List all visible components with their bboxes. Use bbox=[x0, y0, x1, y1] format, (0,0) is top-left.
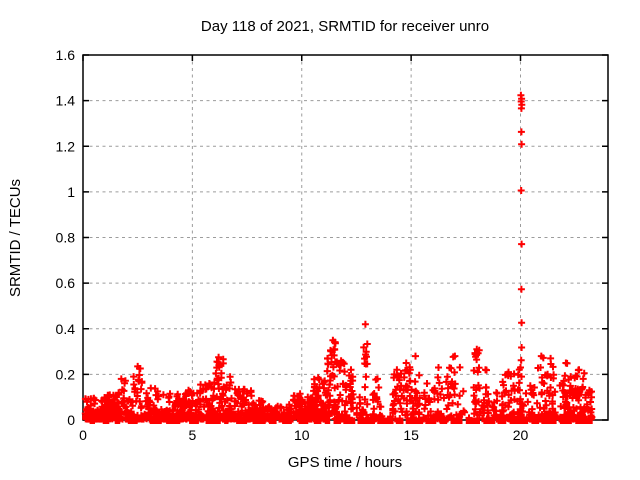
data-points bbox=[81, 91, 596, 423]
x-tick-label: 0 bbox=[79, 427, 87, 443]
y-tick-label: 0.4 bbox=[56, 321, 76, 337]
x-tick-labels: 0 5 10 15 20 bbox=[79, 427, 528, 443]
y-tick-label: 0 bbox=[67, 412, 75, 428]
y-tick-label: 1.6 bbox=[56, 47, 76, 63]
y-tick-label: 0.8 bbox=[56, 230, 76, 246]
x-tick-label: 10 bbox=[294, 427, 310, 443]
x-tick-label: 5 bbox=[188, 427, 196, 443]
y-tick-label: 0.2 bbox=[56, 366, 76, 382]
x-tick-label: 20 bbox=[513, 427, 529, 443]
x-tick-label: 15 bbox=[403, 427, 419, 443]
y-tick-label: 1.2 bbox=[56, 138, 76, 154]
y-tick-labels: 0 0.2 0.4 0.6 0.8 1 1.2 1.4 1.6 bbox=[56, 47, 76, 428]
scatter-markers-path bbox=[81, 91, 596, 423]
y-axis-label: SRMTID / TECUs bbox=[7, 179, 24, 297]
x-axis-label: GPS time / hours bbox=[288, 454, 402, 471]
y-tick-label: 1 bbox=[67, 184, 75, 200]
chart-title: Day 118 of 2021, SRMTID for receiver unr… bbox=[201, 18, 489, 35]
y-tick-label: 1.4 bbox=[56, 93, 76, 109]
y-tick-label: 0.6 bbox=[56, 275, 76, 291]
